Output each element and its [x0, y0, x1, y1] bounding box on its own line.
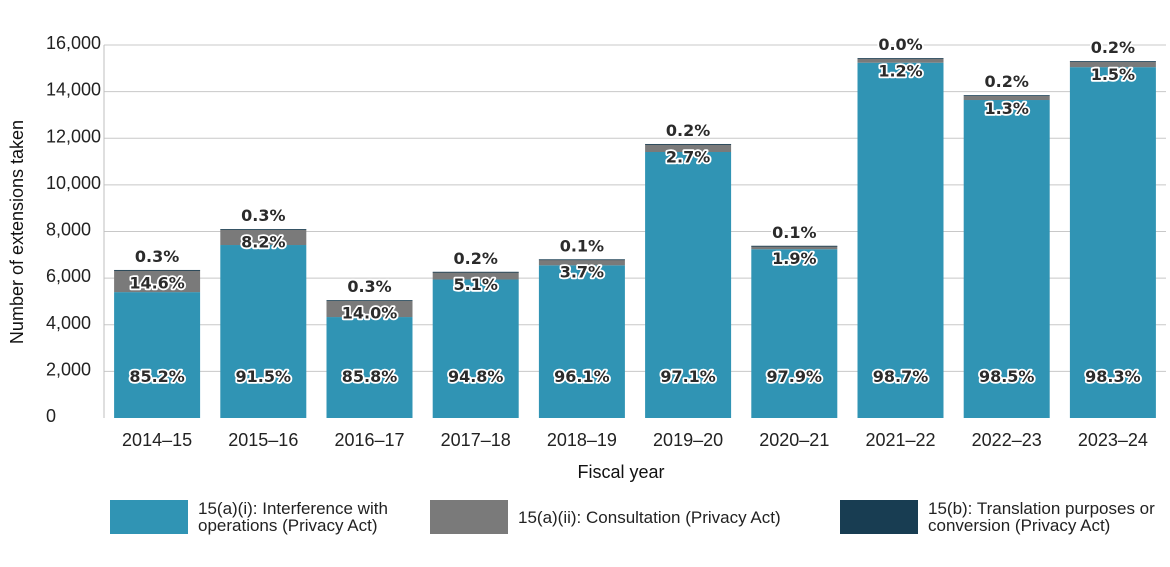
y-axis-ticks: 0 2,000 4,000 6,000 8,000 10,000 12,000 14,000 1… [46, 33, 101, 426]
bar-segment-consultation [857, 58, 944, 63]
bar-segment-consultation [220, 229, 307, 246]
data-label-consultation: 14.0% [342, 304, 398, 323]
y-tick-label: 2,000 [46, 359, 91, 379]
data-label-interference: 96.1% [554, 367, 610, 386]
data-label-consultation: 1.9% [772, 249, 816, 268]
bar-segment-interference [114, 292, 201, 418]
data-label-translation: 0.2% [985, 72, 1029, 91]
data-label-translation: 0.1% [772, 223, 816, 242]
data-label-translation: 0.3% [135, 247, 179, 266]
data-label-interference: 94.8% [448, 367, 504, 386]
bars [114, 58, 1156, 418]
bar-segment-consultation [645, 144, 732, 153]
data-label-interference: 85.2% [129, 367, 185, 386]
bar-segment-interference [1069, 67, 1156, 418]
bar-segment-interference [751, 249, 838, 418]
data-label-interference: 98.5% [979, 367, 1035, 386]
bar-segment-interference [963, 100, 1050, 418]
data-label-consultation: 1.5% [1091, 65, 1135, 84]
y-axis-title: Number of extensions taken [7, 120, 27, 344]
stacked-bar-chart: 0 2,000 4,000 6,000 8,000 10,000 12,000 14,000 1… [7, 33, 1166, 482]
y-tick-label: 12,000 [46, 126, 101, 146]
bar-segment-interference [220, 245, 307, 418]
data-label-translation: 0.3% [347, 277, 391, 296]
bar-segment-translation [432, 271, 519, 273]
bar-segment-translation [326, 300, 413, 301]
legend-label-interference: 15(a)(i): Interference with operations (… [198, 499, 388, 535]
y-tick-label: 0 [46, 406, 56, 426]
data-label-consultation: 5.1% [454, 275, 498, 294]
bar-segment-interference [645, 152, 732, 418]
bar-segment-consultation [114, 270, 201, 293]
bar-segment-translation [538, 259, 625, 261]
x-tick-label: 2016–17 [334, 430, 404, 450]
legend: 15(a)(i): Interference with operations (… [0, 500, 1170, 560]
legend-label-consultation: 15(a)(ii): Consultation (Privacy Act) [518, 507, 781, 527]
data-label-consultation: 2.7% [666, 148, 710, 167]
bar-segment-translation [963, 95, 1050, 96]
data-label-interference: 85.8% [342, 367, 398, 386]
x-tick-label: 2018–19 [547, 430, 617, 450]
data-label-translation: 0.0% [878, 35, 922, 54]
bar-segment-interference [432, 279, 519, 418]
x-axis-ticks: 2014–15 2015–16 2016–17 2017–18 2018–19 2019–… [122, 430, 1148, 450]
x-axis-title: Fiscal year [577, 462, 664, 482]
data-label-interference: 98.7% [873, 367, 929, 386]
data-label-translation: 0.2% [1091, 38, 1135, 57]
y-tick-label: 4,000 [46, 313, 91, 333]
legend-item-consultation: 15(a)(ii): Consultation (Privacy Act) [430, 500, 781, 534]
bar-segment-interference [538, 265, 625, 418]
y-tick-label: 14,000 [46, 80, 101, 100]
bar-segment-translation [220, 229, 307, 230]
bar-segment-consultation [432, 272, 519, 280]
data-label-interference: 98.3% [1085, 367, 1141, 386]
data-label-consultation: 1.3% [985, 99, 1029, 118]
data-label-consultation: 14.6% [129, 273, 185, 292]
legend-item-interference: 15(a)(i): Interference with operations (… [110, 500, 388, 534]
x-tick-label: 2014–15 [122, 430, 192, 450]
bar-segment-consultation [1069, 61, 1156, 68]
data-label-consultation: 3.7% [560, 262, 604, 281]
data-label-translation: 0.2% [666, 121, 710, 140]
bar-segment-translation [857, 58, 944, 60]
x-tick-label: 2023–24 [1078, 430, 1148, 450]
legend-swatch-translation [840, 500, 918, 534]
bar-segment-translation [1069, 61, 1156, 62]
bar-segment-translation [751, 245, 838, 247]
legend-label-translation: 15(b): Translation purposes or conversio… [928, 499, 1155, 535]
bar-segment-consultation [538, 259, 625, 266]
bar-segment-interference [857, 62, 944, 418]
segment-labels: 85.2% 14.6% 0.3% 91.5% 8.2% 0.3% 85.8% 14.0% 0.3… [128, 33, 1143, 387]
bar-segment-consultation [751, 245, 838, 250]
x-tick-label: 2017–18 [441, 430, 511, 450]
legend-swatch-consultation [430, 500, 508, 534]
bar-segment-translation [645, 143, 732, 145]
bar-segment-translation [114, 269, 201, 271]
legend-swatch-interference [110, 500, 188, 534]
x-tick-label: 2019–20 [653, 430, 723, 450]
data-label-interference: 97.1% [660, 367, 716, 386]
x-tick-label: 2022–23 [972, 430, 1042, 450]
y-tick-label: 10,000 [46, 173, 101, 193]
x-tick-label: 2021–22 [865, 430, 935, 450]
y-tick-label: 16,000 [46, 33, 101, 53]
x-tick-label: 2020–21 [759, 430, 829, 450]
legend-item-translation: 15(b): Translation purposes or conversio… [840, 500, 1155, 534]
x-tick-label: 2015–16 [228, 430, 298, 450]
y-tick-label: 8,000 [46, 220, 91, 240]
data-label-translation: 0.2% [454, 249, 498, 268]
bar-segment-consultation [326, 300, 413, 318]
bar-segment-consultation [963, 95, 1050, 101]
data-label-consultation: 8.2% [241, 233, 285, 252]
data-label-interference: 91.5% [236, 367, 292, 386]
data-label-consultation: 1.2% [878, 61, 922, 80]
data-label-translation: 0.1% [560, 236, 604, 255]
y-tick-label: 6,000 [46, 266, 91, 286]
data-label-interference: 97.9% [767, 367, 823, 386]
data-label-translation: 0.3% [241, 206, 285, 225]
bar-segment-interference [326, 317, 413, 418]
